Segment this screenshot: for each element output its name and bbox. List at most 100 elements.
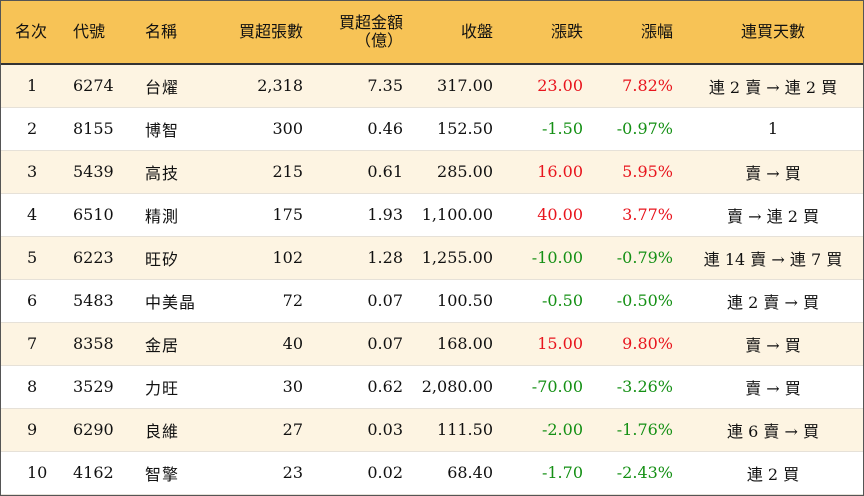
table-row: 5 6223 旺矽 102 1.28 1,255.00 -10.00 -0.79% 連 14 賣… [1, 236, 863, 279]
cell-rank: 10 [27, 463, 48, 482]
header-net-buy-amount-line1: 買超金額 [338, 13, 403, 32]
cell-net-buy-amount: 0.02 [367, 463, 403, 482]
cell-consecutive-days: 連 2 賣 → 連 2 買 [708, 77, 838, 97]
cell-net-buy-amount: 0.62 [367, 377, 403, 396]
cell-net-buy-shares: 175 [272, 205, 303, 224]
cell-change: -0.50 [541, 291, 583, 310]
cell-change-pct: -0.79% [616, 248, 673, 267]
cell-rank: 6 [27, 291, 38, 310]
cell-net-buy-amount: 1.28 [367, 248, 403, 267]
header-code: 代號 [73, 22, 106, 41]
cell-net-buy-shares: 27 [282, 420, 303, 439]
cell-net-buy-shares: 30 [282, 377, 303, 396]
table-header: 名次 代號 名稱 買超張數 買超金額 （億） 收盤 漲跌 漲幅 連買天數 [1, 1, 863, 64]
cell-code: 6223 [73, 248, 114, 267]
cell-net-buy-shares: 72 [282, 291, 303, 310]
cell-code: 6510 [73, 205, 114, 224]
cell-net-buy-shares: 40 [282, 334, 303, 353]
cell-net-buy-amount: 0.03 [367, 420, 403, 439]
cell-net-buy-shares: 300 [272, 119, 303, 138]
cell-rank: 9 [27, 420, 38, 439]
cell-rank: 5 [27, 248, 38, 267]
cell-code: 5439 [73, 162, 114, 181]
cell-change: 15.00 [537, 334, 583, 353]
cell-close: 111.50 [437, 420, 493, 439]
header-net-buy-shares: 買超張數 [238, 22, 303, 41]
cell-change: 16.00 [537, 162, 583, 181]
header-change-pct: 漲幅 [640, 22, 673, 41]
table-row: 4 6510 精測 175 1.93 1,100.00 40.00 3.77% 賣 → 連 2 … [1, 193, 863, 236]
cell-consecutive-days: 連 14 賣 → 連 7 買 [703, 249, 843, 269]
header-row: 名次 代號 名稱 買超張數 買超金額 （億） 收盤 漲跌 漲幅 連買天數 [1, 1, 863, 64]
cell-change-pct: -2.43% [616, 463, 673, 482]
header-consecutive-days: 連買天數 [740, 22, 805, 41]
table-row: 6 5483 中美晶 72 0.07 100.50 -0.50 -0.50% 連 2 賣 → 買 [1, 279, 863, 322]
cell-change: 40.00 [537, 205, 583, 224]
cell-change-pct: -1.76% [616, 420, 673, 439]
cell-net-buy-shares: 215 [272, 162, 303, 181]
cell-consecutive-days: 賣 → 連 2 買 [727, 206, 819, 226]
cell-close: 1,255.00 [421, 248, 493, 267]
cell-net-buy-amount: 7.35 [367, 76, 403, 96]
cell-code: 5483 [73, 291, 114, 310]
cell-consecutive-days: 連 2 買 [746, 464, 800, 484]
cell-name: 台燿 [145, 77, 180, 97]
cell-consecutive-days: 賣 → 買 [745, 335, 801, 355]
cell-rank: 2 [27, 119, 38, 138]
cell-change-pct: -0.50% [616, 291, 673, 310]
table-row: 9 6290 良維 27 0.03 111.50 -2.00 -1.76% 連 6 賣 → 買 [1, 408, 863, 451]
cell-net-buy-shares: 23 [282, 463, 303, 482]
cell-name: 中美晶 [145, 292, 197, 312]
cell-name: 智擎 [145, 464, 180, 484]
cell-rank: 4 [27, 205, 38, 224]
cell-name: 高技 [145, 163, 180, 183]
cell-rank: 3 [27, 162, 38, 181]
table-body: 1 6274 台燿 2,318 7.35 317.00 23.00 7.82% 連 2 賣 → … [1, 64, 863, 494]
cell-code: 8358 [73, 334, 114, 353]
cell-net-buy-amount: 0.07 [367, 334, 403, 353]
table-row: 1 6274 台燿 2,318 7.35 317.00 23.00 7.82% 連 2 賣 → … [1, 64, 863, 107]
cell-close: 317.00 [437, 76, 493, 96]
cell-change-pct: 9.80% [622, 334, 673, 353]
cell-name: 精測 [145, 206, 180, 226]
cell-change-pct: 5.95% [622, 162, 673, 181]
cell-net-buy-amount: 0.46 [367, 119, 403, 138]
cell-change-pct: 7.82% [622, 76, 673, 96]
cell-change-pct: 3.77% [622, 205, 673, 224]
cell-change: -1.70 [541, 463, 583, 482]
table-row: 2 8155 博智 300 0.46 152.50 -1.50 -0.97% 1 [1, 107, 863, 150]
cell-code: 6274 [73, 76, 114, 96]
cell-code: 8155 [73, 119, 114, 138]
table-row: 10 4162 智擎 23 0.02 68.40 -1.70 -2.43% 連 2 買 [1, 451, 863, 494]
cell-code: 4162 [73, 463, 114, 482]
cell-change: 23.00 [537, 76, 583, 96]
header-name: 名稱 [145, 22, 178, 41]
cell-close: 68.40 [447, 463, 493, 482]
cell-close: 2,080.00 [421, 377, 493, 396]
table-row: 8 3529 力旺 30 0.62 2,080.00 -70.00 -3.26% 賣 → 買 [1, 365, 863, 408]
cell-net-buy-shares: 102 [272, 248, 303, 267]
cell-change-pct: -3.26% [616, 377, 673, 396]
header-rank: 名次 [15, 22, 48, 41]
cell-change: -10.00 [531, 248, 583, 267]
cell-rank: 1 [27, 76, 38, 96]
cell-net-buy-amount: 1.93 [367, 205, 403, 224]
cell-change-pct: -0.97% [616, 119, 673, 138]
cell-code: 3529 [73, 377, 114, 396]
cell-name: 旺矽 [145, 249, 180, 269]
cell-rank: 8 [27, 377, 38, 396]
cell-close: 1,100.00 [421, 205, 493, 224]
cell-name: 良維 [145, 421, 180, 441]
cell-close: 152.50 [437, 119, 493, 138]
cell-change: -1.50 [541, 119, 583, 138]
cell-close: 168.00 [437, 334, 493, 353]
header-net-buy-amount-line2: （億） [354, 31, 403, 50]
cell-change: -70.00 [531, 377, 583, 396]
cell-consecutive-days: 賣 → 買 [745, 378, 801, 398]
table-row: 7 8358 金居 40 0.07 168.00 15.00 9.80% 賣 → 買 [1, 322, 863, 365]
header-net-buy-amount: 買超金額 （億） [313, 1, 413, 64]
cell-code: 6290 [73, 420, 114, 439]
table-row: 3 5439 高技 215 0.61 285.00 16.00 5.95% 賣 → 買 [1, 150, 863, 193]
cell-consecutive-days: 1 [767, 119, 779, 138]
